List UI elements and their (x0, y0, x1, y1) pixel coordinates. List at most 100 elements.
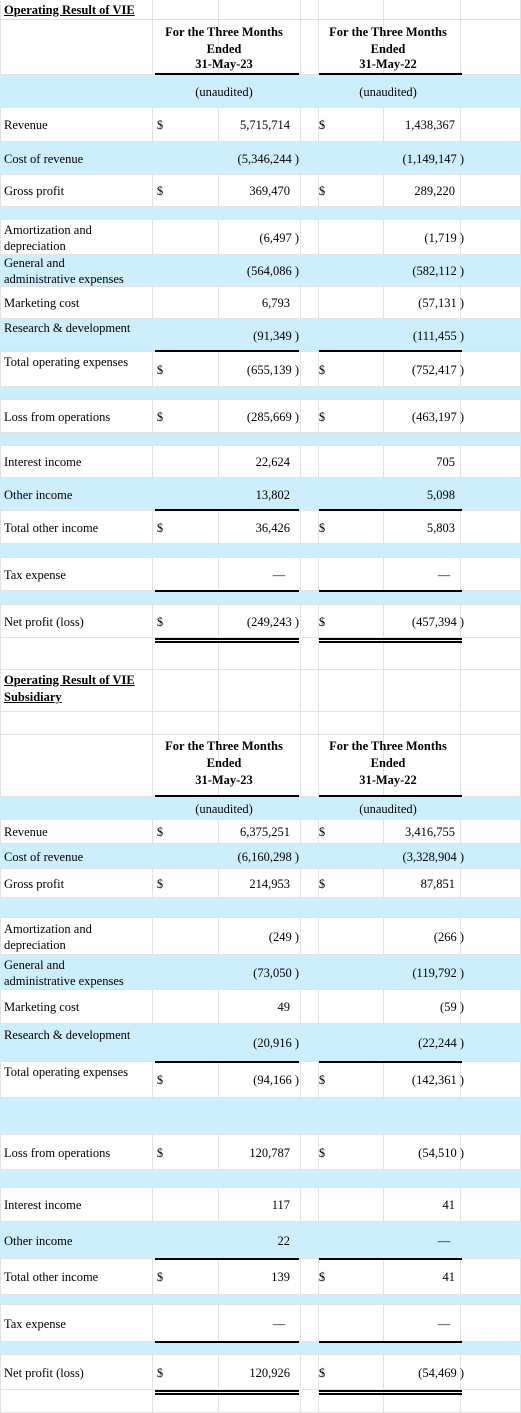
currency-symbol: $ (318, 520, 326, 535)
rule-line (155, 73, 299, 75)
table-row (0, 255, 521, 287)
table-row (0, 478, 521, 511)
rule-line (319, 795, 462, 797)
spacer-row (0, 1342, 521, 1355)
table-row (0, 287, 521, 319)
cell-value: (285,669 ) (246, 409, 299, 424)
cell-value: 5,098 (426, 487, 455, 502)
currency-symbol: $ (156, 1073, 164, 1087)
cell-value: 705 (436, 455, 455, 469)
currency-symbol: $ (318, 614, 326, 629)
table-row (0, 1135, 521, 1170)
spacer-row (0, 1295, 521, 1305)
cell-value: (249 ) (268, 929, 299, 944)
row-label: Tax expense (4, 567, 66, 582)
row-label: Amortization and depreciation (4, 222, 92, 253)
rule-line (155, 638, 299, 640)
currency-symbol: $ (156, 1270, 164, 1284)
cell-value: 369,470 (249, 184, 290, 198)
cell-value: 22 (277, 1233, 291, 1248)
currency-symbol: $ (156, 825, 164, 839)
spacer-row (0, 1170, 521, 1188)
currency-symbol: $ (318, 1365, 326, 1380)
cell-value: (3,328,904 ) (402, 849, 464, 864)
grid-line (218, 0, 219, 1413)
cell-value: (111,455 ) (412, 328, 464, 343)
rule-line (319, 73, 462, 75)
cell-value: 41 (442, 1198, 456, 1212)
column-note: (unaudited) (195, 84, 253, 99)
row-label: Revenue (4, 825, 48, 839)
grid-line (152, 0, 153, 1413)
table-row (0, 820, 521, 844)
cell-value: (59 ) (440, 1000, 464, 1014)
row-label: Other income (4, 1233, 73, 1248)
row-label: Net profit (loss) (4, 1365, 84, 1380)
table-row (0, 1355, 521, 1390)
table-row (0, 869, 521, 898)
rule-line (155, 641, 299, 643)
row-label: Tax expense (4, 1316, 66, 1331)
rule-line (319, 1258, 462, 1260)
column-note: (unaudited) (359, 801, 417, 816)
table-row (0, 400, 521, 433)
table-row (0, 955, 521, 990)
spacer-row (0, 207, 521, 220)
rule-line (319, 638, 462, 640)
table-row (0, 142, 521, 175)
cell-value: 13,802 (255, 487, 290, 502)
spacer-row (0, 433, 521, 446)
cell-value: (119,792 ) (412, 965, 464, 980)
currency-symbol: $ (318, 876, 326, 891)
row-label: Total operating expenses (4, 354, 129, 369)
table-title: Operating Result of VIE Subsidiary (4, 673, 135, 704)
column-header: For the Three Months Ended (329, 25, 447, 56)
table-row (0, 446, 521, 478)
table-row (0, 511, 521, 544)
empty-row (0, 712, 521, 735)
rule-line (319, 509, 462, 511)
cell-value: (463,197 ) (411, 409, 464, 424)
row-label: Revenue (4, 118, 48, 132)
cell-value: (57,131 ) (418, 296, 464, 310)
column-note: (unaudited) (359, 84, 417, 99)
row-label: Cost of revenue (4, 849, 84, 864)
row-label: Amortization and depreciation (4, 921, 92, 952)
column-date: 31-May-23 (195, 57, 253, 71)
cell-value: 1,438,367 (405, 118, 455, 132)
cell-value: (142,361 ) (411, 1073, 464, 1087)
column-header: For the Three Months Ended (165, 25, 283, 56)
grid-line (318, 0, 319, 1413)
rule-line (319, 1061, 462, 1063)
rule-line (155, 1341, 299, 1343)
note-row (0, 75, 521, 108)
table-row (0, 352, 521, 387)
grid-line (383, 0, 384, 1413)
cell-value: (73,050 ) (253, 965, 299, 980)
table-row (0, 605, 521, 638)
currency-symbol: $ (318, 1073, 326, 1087)
currency-symbol: $ (156, 409, 164, 424)
table-row (0, 990, 521, 1024)
table-row (0, 1188, 521, 1222)
table-row (0, 220, 521, 255)
rule-line (319, 641, 462, 643)
row-label: Interest income (4, 455, 82, 469)
row-label: General and administrative expenses (4, 957, 124, 988)
rule-line (319, 1341, 462, 1343)
table-title: Operating Result of VIE (4, 3, 135, 17)
row-label: Cost of revenue (4, 151, 84, 166)
currency-symbol: $ (318, 1145, 326, 1160)
rule-line (155, 350, 299, 352)
spacer-row (0, 1098, 521, 1135)
column-date: 31-May-22 (359, 773, 417, 787)
empty-row (0, 1393, 521, 1413)
spacer-row (0, 898, 521, 918)
currency-symbol: $ (318, 1270, 326, 1284)
cell-value: (5,346,244 ) (237, 151, 299, 166)
currency-symbol: $ (156, 362, 164, 377)
table-row (0, 175, 521, 207)
currency-symbol: $ (156, 1365, 164, 1380)
column-header: For the Three Months Ended (329, 739, 447, 770)
